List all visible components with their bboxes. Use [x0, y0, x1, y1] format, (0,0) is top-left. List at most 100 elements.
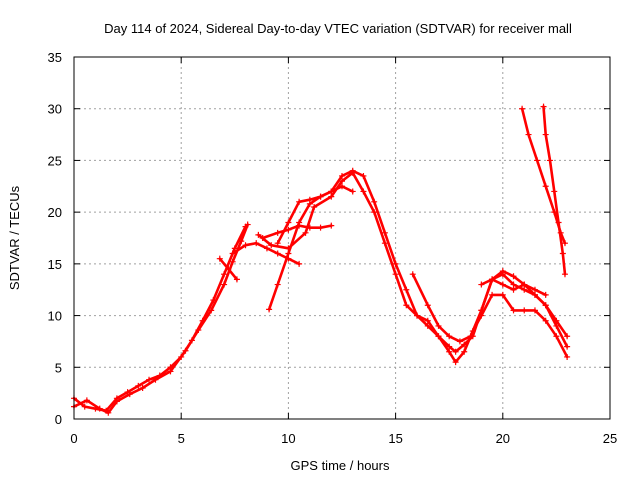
data-point	[521, 281, 528, 288]
data-point	[266, 306, 273, 313]
data-point	[238, 238, 245, 245]
data-point	[542, 302, 549, 309]
series-track-3	[216, 255, 240, 283]
data-point	[360, 188, 367, 195]
data-point	[542, 131, 549, 138]
data-point	[221, 281, 228, 288]
data-point	[546, 157, 553, 164]
data-point	[403, 286, 410, 293]
y-axis: 0 5 10 15 20 25 30 35	[48, 50, 610, 427]
data-point	[135, 382, 142, 389]
series-track-7	[274, 167, 571, 355]
data-point	[328, 193, 335, 200]
data-point	[306, 196, 313, 203]
data-point	[195, 327, 202, 334]
data-point	[424, 302, 431, 309]
data-point	[392, 260, 399, 267]
data-point	[229, 258, 236, 265]
data-point	[559, 250, 566, 257]
x-tick-label: 0	[70, 431, 77, 446]
data-point	[349, 188, 356, 195]
series-track-10	[478, 276, 549, 298]
data-point	[553, 317, 560, 324]
data-point	[499, 291, 506, 298]
data-point	[531, 291, 538, 298]
data-point	[311, 203, 318, 210]
data-point	[263, 245, 270, 252]
data-point	[274, 250, 281, 257]
data-point	[531, 286, 538, 293]
plot-frame	[73, 56, 611, 420]
data-point	[414, 312, 421, 319]
data-point	[489, 291, 496, 298]
data-point	[521, 286, 528, 293]
series-line	[72, 223, 249, 415]
x-axis-label: GPS time / hours	[291, 458, 390, 473]
data-point	[113, 398, 120, 405]
data-point	[510, 273, 517, 280]
x-tick-label: 10	[281, 431, 295, 446]
data-point	[242, 242, 249, 249]
data-point	[216, 255, 223, 262]
data-point	[81, 403, 88, 410]
y-tick-label: 15	[48, 257, 62, 272]
data-point	[381, 240, 388, 247]
data-point	[478, 307, 485, 314]
data-point	[225, 266, 232, 273]
data-point	[126, 391, 133, 398]
data-point	[349, 169, 356, 176]
data-point	[360, 172, 367, 179]
data-point	[531, 307, 538, 314]
data-point	[519, 105, 526, 112]
data-point	[467, 333, 474, 340]
data-point	[233, 276, 240, 283]
data-point	[339, 172, 345, 179]
data-point	[296, 198, 303, 205]
data-point	[542, 291, 549, 298]
data-point	[167, 368, 174, 375]
data-point	[542, 317, 549, 324]
y-tick-label: 30	[48, 102, 62, 117]
data-point	[564, 343, 571, 350]
x-tick-label: 15	[388, 431, 402, 446]
data-point	[521, 307, 528, 314]
data-point	[105, 409, 112, 416]
data-point	[182, 347, 189, 354]
data-point	[392, 271, 399, 278]
x-tick-label: 5	[178, 431, 185, 446]
series-layer	[71, 103, 571, 416]
data-point	[274, 281, 281, 288]
y-tick-label: 25	[48, 153, 62, 168]
data-point	[381, 229, 388, 236]
data-point	[478, 281, 485, 288]
data-point	[525, 131, 532, 138]
data-point	[296, 260, 303, 267]
data-point	[221, 271, 228, 278]
data-point	[285, 219, 292, 226]
data-point	[229, 250, 236, 257]
data-point	[152, 376, 159, 383]
y-axis-label: SDTVAR / TECUs	[7, 185, 22, 290]
data-point	[285, 226, 292, 233]
data-point	[208, 307, 215, 314]
data-point	[456, 338, 463, 345]
data-point	[371, 198, 378, 205]
y-tick-label: 35	[48, 50, 62, 65]
data-point	[409, 271, 416, 278]
data-point	[435, 333, 442, 340]
data-point	[510, 307, 517, 314]
data-point	[510, 281, 517, 288]
data-point	[403, 302, 410, 309]
y-tick-label: 20	[48, 205, 62, 220]
y-tick-label: 5	[55, 360, 62, 375]
series-track-2	[71, 221, 251, 416]
data-point	[564, 333, 571, 340]
data-point	[446, 343, 453, 350]
data-point	[255, 231, 262, 238]
series-track-1	[71, 223, 249, 414]
data-point	[452, 348, 459, 355]
grid	[74, 57, 610, 419]
x-tick-label: 20	[496, 431, 510, 446]
data-point	[285, 245, 292, 252]
series-track-8	[255, 169, 571, 366]
